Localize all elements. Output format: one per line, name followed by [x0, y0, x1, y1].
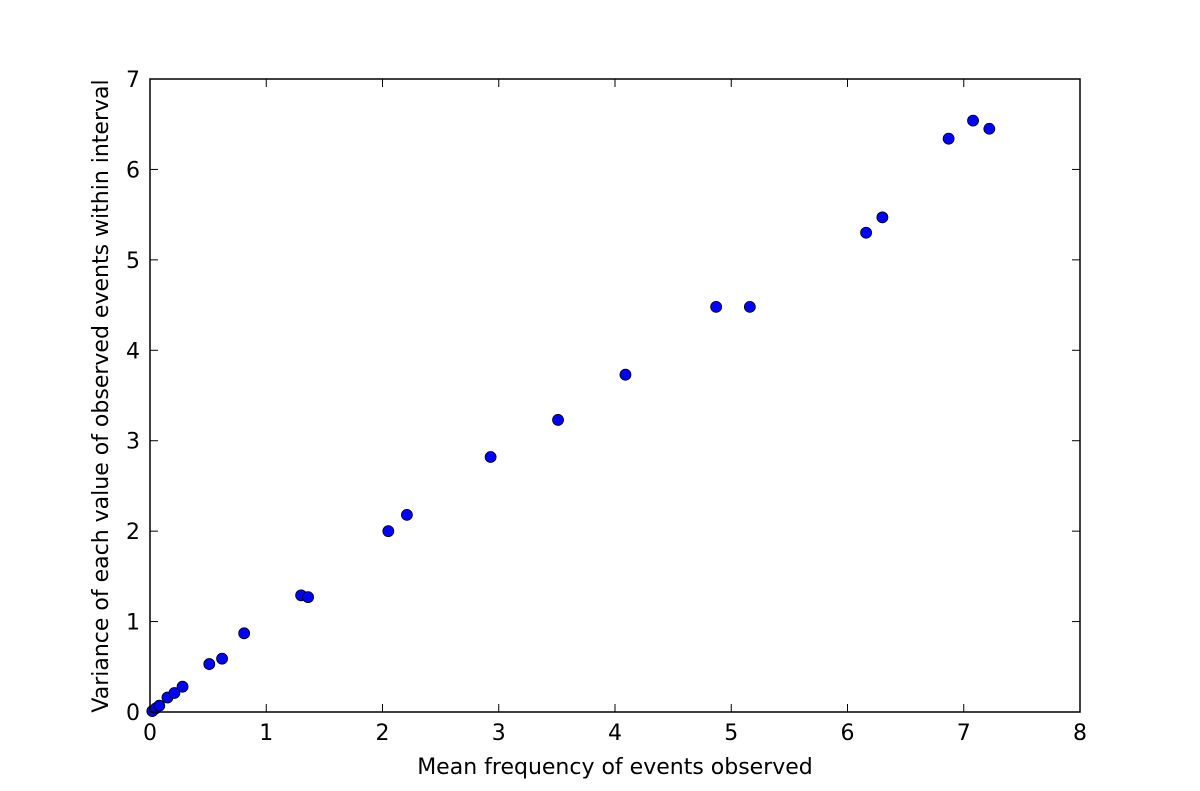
x-tick-label: 7 [957, 721, 971, 746]
plot-area [150, 79, 1080, 712]
data-point [302, 591, 315, 604]
x-axis-label: Mean frequency of events observed [417, 755, 813, 780]
data-point [401, 508, 413, 521]
y-tick-label: 1 [126, 611, 140, 636]
data-point [484, 451, 497, 463]
y-tick-label: 6 [126, 158, 140, 183]
x-tick-labels: 0 1 2 3 4 5 6 7 8 [143, 721, 1087, 746]
y-tick-label: 2 [126, 520, 140, 545]
x-tick-label: 2 [376, 721, 390, 746]
x-tick-label: 3 [492, 721, 506, 746]
data-point [216, 652, 228, 665]
data-point [619, 368, 632, 381]
data-point [876, 211, 889, 224]
data-point [710, 300, 723, 313]
plot-frame [149, 78, 1081, 713]
data-point [860, 226, 872, 239]
y-tick-label: 3 [126, 430, 140, 455]
y-tick-label: 7 [126, 68, 140, 93]
y-tick-labels: 0 1 2 3 4 5 6 7 [126, 68, 140, 726]
x-tick-label: 6 [841, 721, 855, 746]
x-tick-label: 5 [724, 721, 738, 746]
data-point [382, 525, 395, 538]
data-point [176, 680, 189, 693]
data-point [942, 132, 955, 145]
y-tick-label: 5 [126, 249, 140, 274]
y-tick-label: 0 [126, 701, 140, 726]
x-tick-label: 8 [1073, 721, 1087, 746]
data-point [983, 122, 996, 135]
x-tick-label: 0 [143, 721, 157, 746]
data-point [552, 414, 564, 426]
y-tick-label: 4 [126, 339, 140, 364]
y-axis-label: Variance of each value of observed event… [89, 79, 114, 712]
data-point [168, 687, 181, 699]
data-point [203, 658, 216, 670]
data-point [743, 300, 756, 313]
x-tick-label: 4 [608, 721, 622, 746]
data-point [238, 627, 251, 640]
data-point [967, 114, 979, 127]
data-point [153, 699, 166, 712]
x-tick-label: 1 [259, 721, 273, 746]
